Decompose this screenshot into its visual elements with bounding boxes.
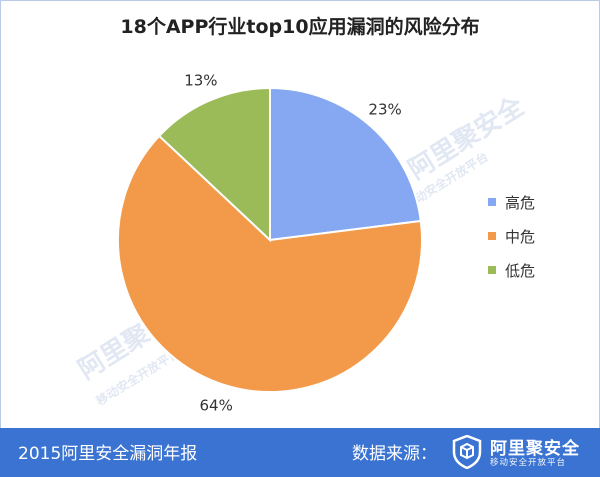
legend-swatch-low: [488, 266, 496, 274]
report-name: 2015阿里安全漏洞年报: [18, 444, 198, 464]
legend-label-high: 高危: [505, 193, 536, 212]
footer-bar: 2015阿里安全漏洞年报 数据来源： 阿里聚安全 移动安全开放平台: [0, 428, 600, 477]
legend-item-medium: 中危: [488, 219, 535, 253]
legend-item-low: 低危: [488, 253, 535, 287]
data-label-high: 23%: [368, 101, 401, 119]
pie-slice-high: [269, 86, 422, 242]
pie-slice-low: [157, 86, 271, 243]
legend-item-high: 高危: [488, 185, 535, 219]
pie-slices: [117, 86, 423, 393]
logo-name: 阿里聚安全: [490, 439, 580, 459]
legend: 高危 中危 低危: [488, 185, 535, 287]
chart-title: 18个APP行业top10应用漏洞的风险分布: [120, 16, 480, 38]
data-label-medium: 64%: [200, 397, 233, 415]
legend-label-low: 低危: [505, 261, 536, 280]
shield-logo-icon: [452, 435, 482, 469]
pie-chart: 23% 64% 13%: [117, 71, 423, 415]
pie-data-labels: 23% 64% 13%: [184, 71, 402, 414]
logo-subtitle: 移动安全开放平台: [490, 458, 567, 468]
data-label-low: 13%: [184, 71, 217, 89]
legend-label-medium: 中危: [505, 227, 536, 246]
pie-slice-medium: [117, 134, 423, 393]
brand-logo: 阿里聚安全 移动安全开放平台: [452, 434, 592, 472]
source-label: 数据来源：: [352, 444, 437, 464]
legend-swatch-medium: [488, 232, 496, 240]
legend-swatch-high: [488, 198, 496, 206]
